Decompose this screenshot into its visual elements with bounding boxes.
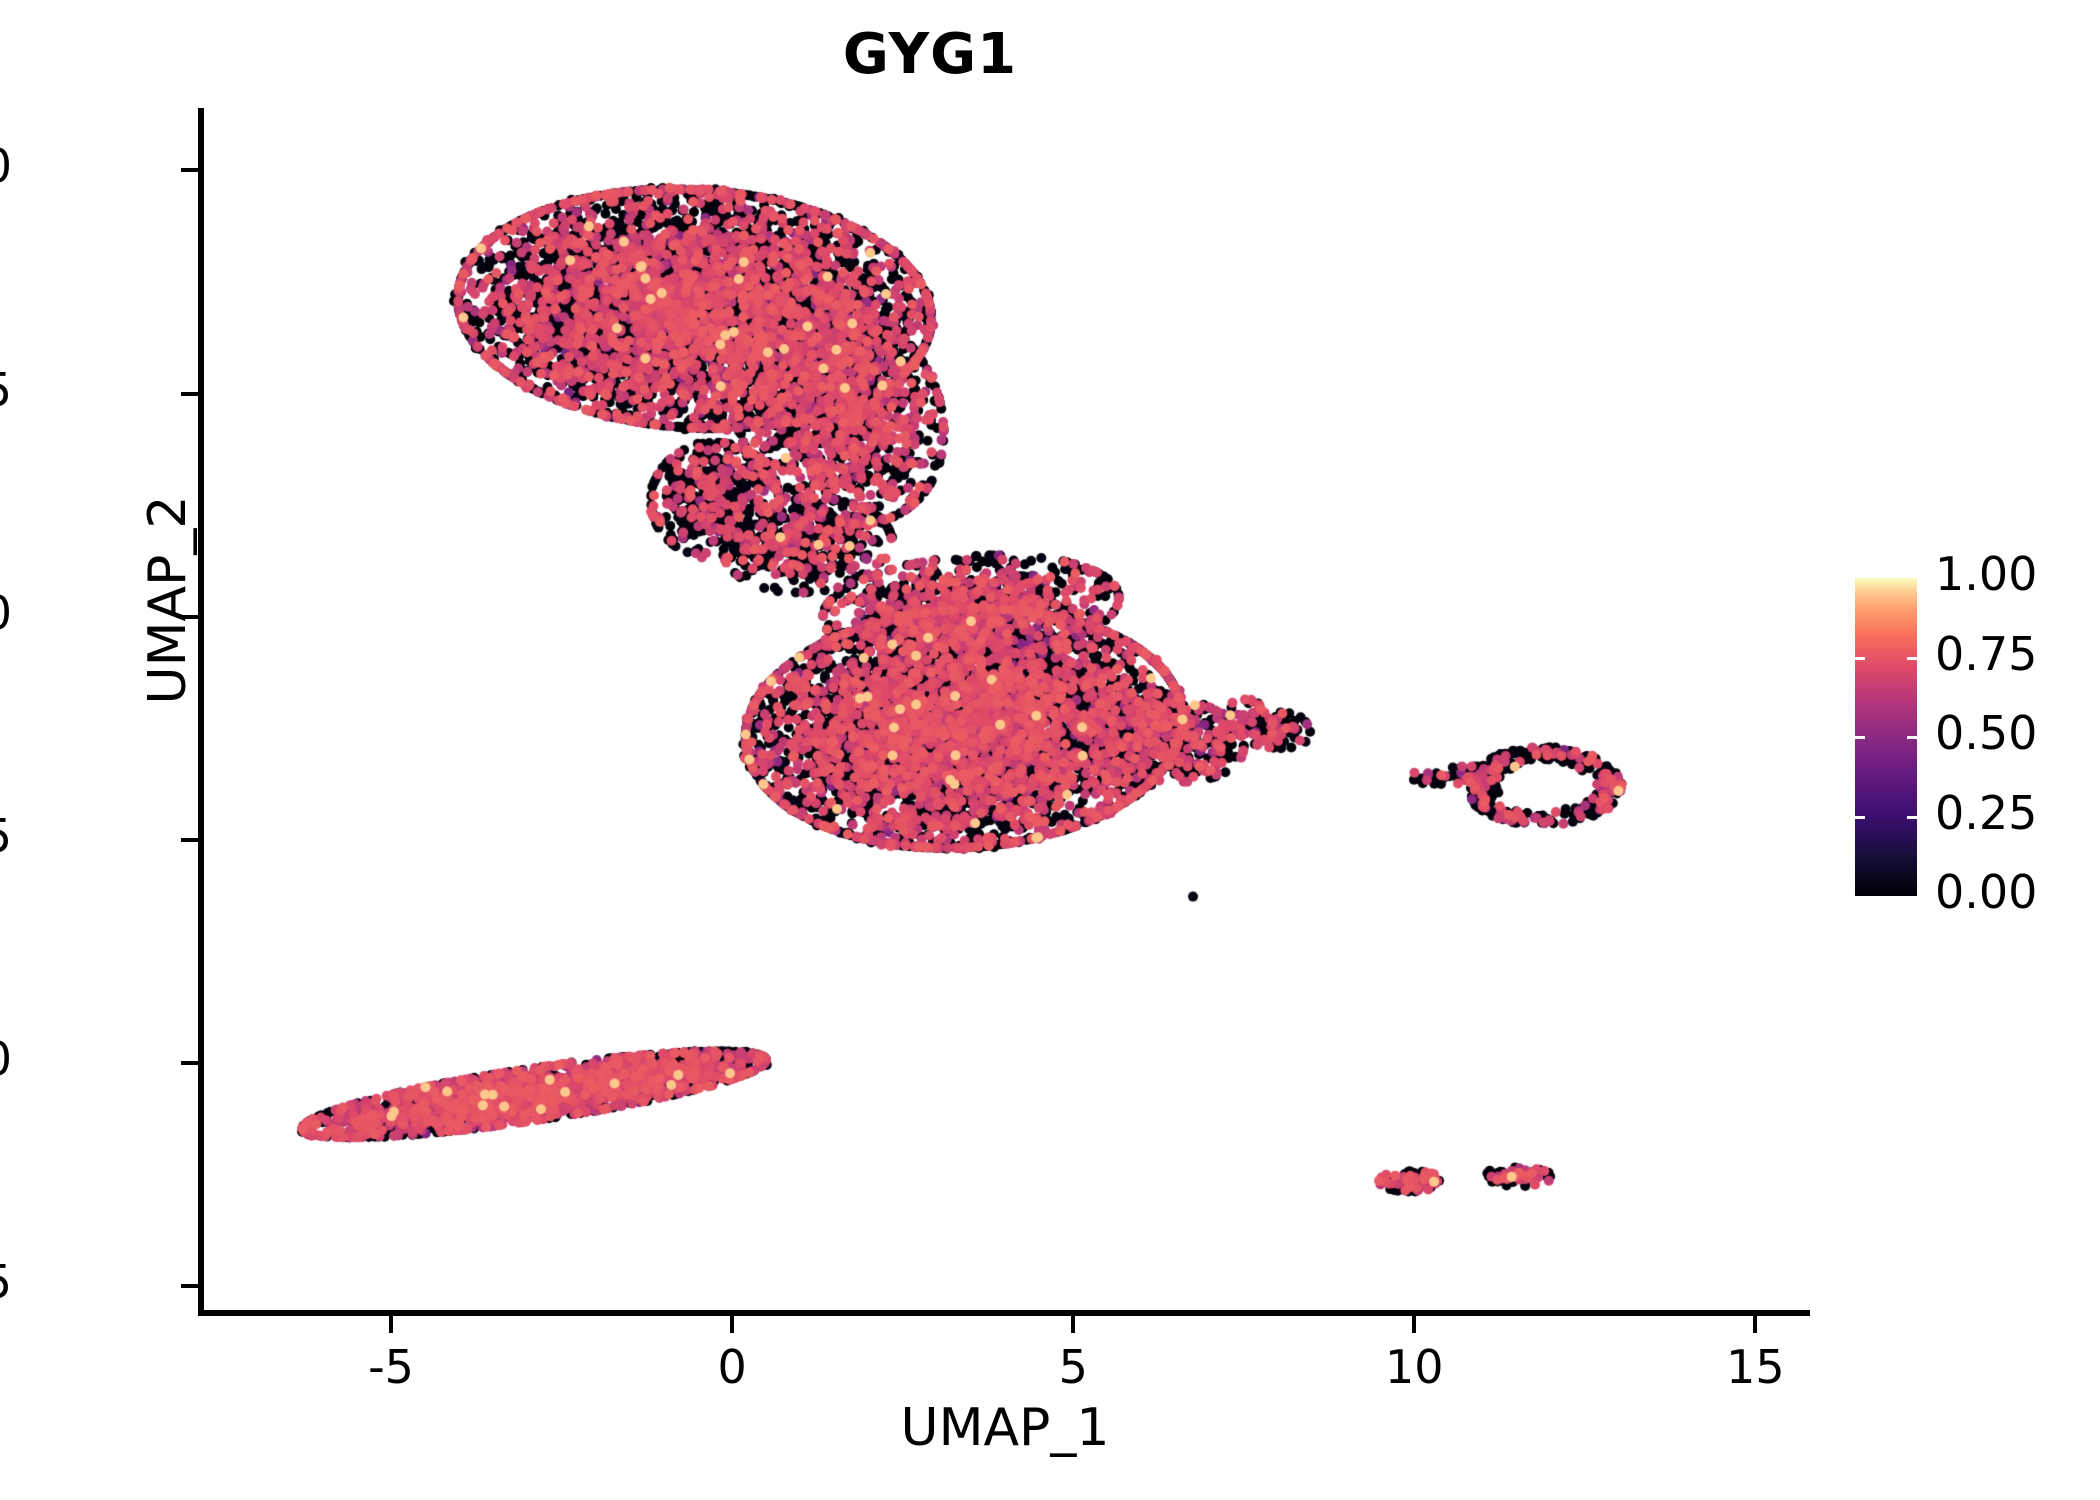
y-tick-mark xyxy=(181,1284,198,1289)
colorbar-tick-mark xyxy=(1855,736,1865,739)
colorbar-tick-mark xyxy=(1907,656,1917,660)
colorbar-tick-label: 0.00 xyxy=(1935,865,2038,919)
y-tick-mark xyxy=(181,168,198,173)
x-tick-mark xyxy=(730,1316,735,1333)
y-tick-label: 20 xyxy=(0,139,12,193)
x-tick-mark xyxy=(1071,1316,1076,1333)
colorbar-tick-mark xyxy=(1907,736,1917,739)
colorbar-tick-label: 0.50 xyxy=(1935,706,2038,760)
x-axis-spine xyxy=(198,1310,1810,1316)
plot-title: GYG1 xyxy=(842,22,1018,87)
x-tick-label: 10 xyxy=(1385,1340,1444,1394)
y-tick-mark xyxy=(181,614,198,619)
y-tick-label: -5 xyxy=(0,1255,12,1309)
y-tick-mark xyxy=(181,837,198,842)
colorbar: 1.00 0.75 0.50 0.25 0.00 xyxy=(1855,547,2065,919)
colorbar-gradient xyxy=(1855,578,1917,896)
colorbar-tick-mark xyxy=(1855,656,1865,660)
y-tick-label: 15 xyxy=(0,363,12,417)
y-tick-label: 10 xyxy=(0,586,12,640)
x-tick-label: 0 xyxy=(717,1340,747,1394)
y-axis-spine xyxy=(198,108,204,1316)
x-tick-mark xyxy=(1412,1316,1417,1333)
colorbar-tick-label: 0.75 xyxy=(1935,626,2038,681)
colorbar-tick-label: 0.25 xyxy=(1935,785,2038,840)
y-tick-label: 0 xyxy=(0,1032,12,1086)
x-tick-label: 5 xyxy=(1058,1340,1088,1394)
scatter-canvas xyxy=(200,108,1810,1313)
y-axis-label: UMAP_2 xyxy=(138,495,198,705)
y-tick-mark xyxy=(181,1061,198,1066)
y-tick-mark xyxy=(181,391,198,396)
scatter-plot-area xyxy=(200,108,1810,1313)
colorbar-tick-mark xyxy=(1907,815,1917,819)
colorbar-tick-label: 1.00 xyxy=(1935,547,2038,601)
x-axis-label: UMAP_1 xyxy=(900,1398,1110,1458)
x-tick-label: -5 xyxy=(368,1340,414,1394)
colorbar-tick-mark xyxy=(1855,815,1865,819)
x-tick-mark xyxy=(389,1316,394,1333)
x-tick-mark xyxy=(1753,1316,1758,1333)
y-tick-label: 5 xyxy=(0,809,12,863)
x-tick-label: 15 xyxy=(1726,1340,1785,1394)
